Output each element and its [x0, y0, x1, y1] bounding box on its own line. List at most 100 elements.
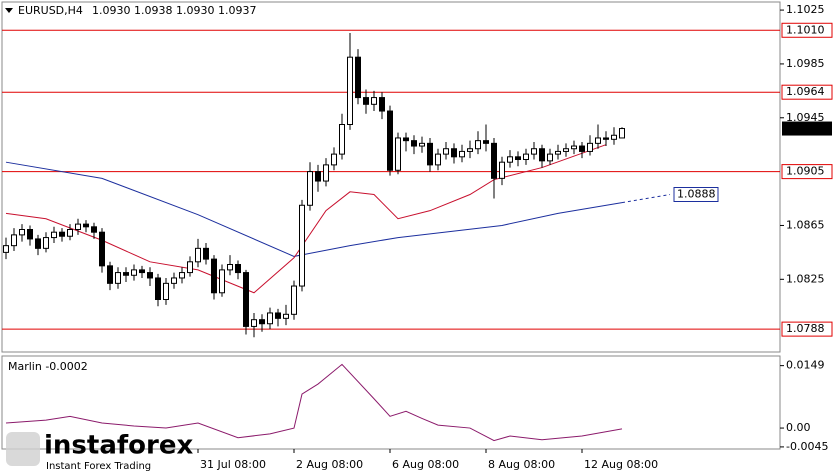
- level-label-box: [781, 84, 833, 100]
- candle-body: [491, 142, 497, 179]
- candle-body: [35, 238, 41, 249]
- candle-body: [179, 272, 185, 279]
- candle-body: [91, 226, 97, 233]
- y-tick-label: 1.1025: [786, 3, 825, 16]
- symbol: EURUSD,H4: [18, 4, 83, 17]
- candle-body: [451, 148, 457, 158]
- y-tick-label: -0.0045: [786, 440, 828, 453]
- candle-body: [115, 272, 121, 284]
- line: [621, 194, 671, 204]
- x-tick-label: 6 Aug 08:00: [392, 458, 459, 471]
- candle-body: [243, 272, 249, 327]
- candle-body: [555, 150, 561, 155]
- y-tick-label: 1.0865: [786, 218, 825, 231]
- candle-body: [43, 237, 49, 249]
- candle-body: [611, 134, 617, 140]
- candle-body: [155, 277, 161, 301]
- candle-body: [315, 171, 321, 182]
- candle-body: [483, 140, 489, 144]
- level-label: 1.0788: [786, 322, 825, 335]
- candle-body: [467, 148, 473, 152]
- candle-body: [579, 145, 585, 152]
- candle-body: [75, 223, 81, 231]
- projection-label-box: [673, 187, 719, 202]
- candle-body: [379, 97, 385, 112]
- candle-body: [203, 247, 209, 260]
- candle-body: [323, 164, 329, 182]
- candle-body: [619, 128, 625, 139]
- candle-body: [395, 137, 401, 171]
- candle-body: [67, 229, 73, 237]
- candle-body: [147, 272, 153, 279]
- watermark-brand: instaforex: [44, 431, 194, 461]
- x-tick-label: 2 Aug 08:00: [296, 458, 363, 471]
- candle-body: [11, 234, 17, 247]
- y-tick-label: 1.0985: [786, 57, 825, 70]
- last-price-box: [782, 121, 832, 136]
- candle-body: [283, 313, 289, 319]
- candle-body: [27, 229, 33, 240]
- candle-body: [299, 204, 305, 287]
- candle-body: [331, 153, 337, 166]
- candle-body: [499, 161, 505, 179]
- level-label-box: [781, 164, 833, 180]
- candle-body: [267, 312, 273, 325]
- candle-body: [99, 231, 105, 267]
- level-label-box: [781, 22, 833, 38]
- candle-body: [307, 171, 313, 206]
- candle-body: [515, 156, 521, 161]
- candle-body: [163, 282, 169, 301]
- candle-body: [3, 245, 9, 253]
- candle-body: [371, 97, 377, 105]
- candle-body: [259, 319, 265, 325]
- candle-body: [531, 148, 537, 155]
- line: [5, 363, 623, 442]
- candle-body: [363, 97, 369, 105]
- level-label-box: [781, 321, 833, 337]
- candle-body: [595, 137, 601, 144]
- candle-body: [347, 56, 353, 125]
- candle-body: [587, 142, 593, 152]
- candle-body: [123, 272, 129, 276]
- candle-body: [187, 261, 193, 274]
- collapse-icon: [5, 8, 13, 13]
- candle-body: [387, 110, 393, 171]
- candle-body: [571, 145, 577, 150]
- ohlc: 1.0930 1.0938 1.0930 1.0937: [92, 4, 256, 17]
- candle-body: [235, 264, 241, 274]
- candle-body: [139, 269, 145, 274]
- candle-body: [19, 229, 25, 236]
- candle-body: [107, 265, 113, 284]
- candle-body: [339, 124, 345, 155]
- candle-body: [355, 56, 361, 99]
- candle-body: [195, 247, 201, 263]
- candle-body: [251, 319, 257, 327]
- level-label: 1.0964: [786, 85, 825, 98]
- candle-body: [83, 223, 89, 228]
- candle-body: [219, 269, 225, 294]
- candle-body: [563, 148, 569, 152]
- watermark-icon: [6, 432, 40, 466]
- projection-label: 1.0888: [677, 188, 716, 201]
- candle-body: [547, 153, 553, 162]
- candle-body: [459, 150, 465, 158]
- candle-body: [539, 148, 545, 162]
- candle-body: [411, 140, 417, 147]
- candle-body: [211, 258, 217, 294]
- y-tick-label: 0.00: [786, 421, 811, 434]
- y-tick-label: 1.0825: [786, 272, 825, 285]
- indicator-pane: [1, 355, 781, 450]
- line: [5, 161, 623, 257]
- candle-body: [475, 140, 481, 150]
- level-label: 1.1010: [786, 23, 825, 36]
- candle-body: [291, 285, 297, 315]
- candle-body: [427, 142, 433, 166]
- candle-body: [435, 153, 441, 166]
- x-tick-label: 31 Jul 08:00: [200, 458, 266, 471]
- x-tick-label: 12 Aug 08:00: [584, 458, 658, 471]
- line: [5, 144, 607, 294]
- candle-body: [403, 137, 409, 142]
- candle-body: [171, 277, 177, 284]
- x-tick-label: 8 Aug 08:00: [488, 458, 555, 471]
